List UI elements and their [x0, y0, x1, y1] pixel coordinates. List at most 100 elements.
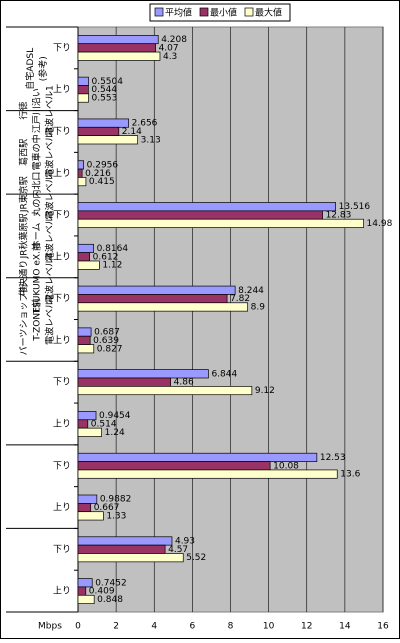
group-label: JR東京駅: [18, 176, 30, 213]
data-label: 2.14: [122, 127, 142, 137]
bar: [77, 177, 87, 187]
group-label: 電波レベル5: [44, 169, 56, 220]
bar: [77, 285, 236, 295]
category-label: 下り: [53, 377, 71, 388]
x-tick-label: 4: [151, 622, 157, 632]
data-label: 0.667: [94, 503, 120, 513]
group-label: 丸の内北口: [31, 172, 43, 217]
data-label: 0.9454: [99, 411, 131, 421]
x-axis-label: Mbps: [38, 622, 62, 632]
category-label: 下り: [53, 544, 71, 555]
data-label: 1.33: [106, 511, 126, 521]
group-label: 葛西駅: [18, 139, 30, 166]
bar: [77, 35, 159, 45]
data-label: 0.848: [97, 595, 123, 605]
bar: [77, 511, 104, 521]
group-label: 電波レベル3: [44, 211, 56, 262]
legend-swatch: [154, 7, 164, 17]
data-label: 4.208: [161, 35, 187, 45]
category-label: 上り: [53, 84, 71, 95]
group-label: 電波レベル4: [44, 252, 56, 303]
legend-swatch: [244, 7, 254, 17]
data-label: 1.12: [102, 261, 122, 271]
data-label: 0.216: [85, 169, 111, 179]
group-label: 電波レベル3: [44, 127, 56, 178]
data-label: 0.827: [97, 344, 123, 354]
bar: [77, 252, 91, 262]
data-label: 5.52: [186, 553, 206, 563]
bar: [77, 344, 95, 354]
legend-label: 平均値: [165, 7, 192, 19]
data-label: 0.8164: [97, 244, 129, 254]
category-label: 上り: [53, 418, 71, 429]
data-label: 0.612: [93, 252, 119, 262]
bar: [77, 168, 83, 178]
bar: [77, 126, 120, 136]
data-label: 0.514: [91, 419, 117, 429]
group-label: TSUKUMO eX.前: [31, 242, 43, 314]
legend-label: 最大値: [255, 7, 282, 19]
data-label: 4.3: [163, 52, 177, 62]
group-label: 江戸川沿い: [32, 88, 43, 133]
data-label: 6.844: [211, 369, 237, 379]
data-label: 4.07: [159, 43, 179, 53]
bar: [77, 386, 253, 396]
bar: [77, 93, 89, 103]
data-label: 0.544: [91, 85, 117, 95]
x-tick-label: 6: [190, 622, 196, 632]
data-label: 12.53: [320, 453, 346, 463]
bar: [77, 302, 249, 312]
x-tick-label: 16: [377, 622, 389, 632]
data-label: 10.08: [273, 461, 299, 471]
data-label: 4.86: [174, 378, 194, 388]
bar: [77, 419, 89, 429]
data-label: 13.6: [340, 470, 360, 480]
data-label: 4.57: [168, 545, 188, 555]
data-label: 9.12: [255, 386, 275, 396]
data-label: 2.656: [132, 119, 158, 129]
data-label: 3.13: [141, 135, 161, 145]
bar: [77, 536, 173, 546]
x-tick-label: 8: [228, 622, 234, 632]
bar: [77, 218, 364, 228]
category-label: 下り: [53, 42, 71, 53]
bar: [77, 335, 91, 345]
group-label: 電車の中: [31, 134, 43, 170]
bar: [77, 469, 338, 479]
bar: [77, 135, 139, 145]
x-tick-label: 0: [75, 622, 81, 632]
data-label: 0.415: [89, 177, 115, 187]
data-label: 13.516: [339, 202, 371, 212]
bar: [77, 160, 84, 170]
category-label: 上り: [53, 335, 71, 346]
legend-box: [149, 3, 291, 22]
category-label: 上り: [53, 502, 71, 513]
data-label: 8.244: [238, 286, 264, 296]
group-label: 電波レベル1: [44, 85, 56, 136]
bar: [77, 76, 89, 86]
group-label: T-ZONE前: [31, 298, 43, 342]
data-label: 0.7452: [95, 578, 127, 588]
group-label: パーツショップ街: [18, 284, 30, 356]
data-label: 0.2956: [87, 160, 119, 170]
data-label: 1.24: [105, 428, 125, 438]
category-label: 下り: [53, 293, 71, 304]
bar: [77, 586, 87, 596]
bar: [77, 544, 166, 554]
category-label: 下り: [53, 210, 71, 221]
bar: [77, 461, 271, 471]
bar: [77, 594, 95, 604]
bar: [77, 43, 156, 53]
bar: [77, 260, 100, 270]
bar: [77, 85, 89, 95]
legend-label: 最小値: [210, 7, 237, 19]
bar: [77, 553, 184, 563]
bar: [77, 51, 161, 61]
x-tick-label: 2: [113, 622, 119, 632]
group-label: (参考): [37, 56, 49, 81]
x-tick-label: 10: [263, 622, 275, 632]
group-label: 中央通り: [18, 260, 30, 296]
category-label: 上り: [53, 586, 71, 597]
group-label: JR秋葉原駅: [18, 213, 30, 259]
